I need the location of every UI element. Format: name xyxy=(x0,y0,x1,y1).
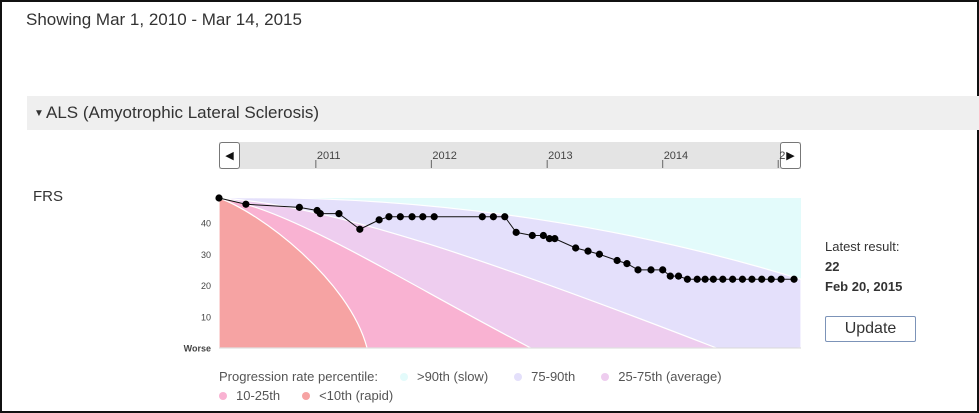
timeline-year-label: 2013 xyxy=(548,150,572,162)
data-point xyxy=(419,213,427,221)
latest-result-date: Feb 20, 2015 xyxy=(825,279,903,294)
data-point xyxy=(777,275,785,283)
collapse-triangle-icon[interactable]: ▼ xyxy=(34,108,44,119)
timeline-prev-button[interactable]: ◀ xyxy=(219,142,240,169)
timeline-axis: 2011 2012 2013 2014 2 xyxy=(315,150,785,168)
data-point xyxy=(647,266,655,274)
legend-item-slow: >90th (slow) xyxy=(399,369,489,384)
data-point xyxy=(545,235,554,243)
data-point xyxy=(729,275,737,283)
data-point xyxy=(683,275,691,283)
data-point xyxy=(634,266,642,274)
metric-label: FRS xyxy=(33,188,63,205)
legend-swatch xyxy=(399,372,408,381)
data-point xyxy=(595,250,604,258)
data-point xyxy=(748,275,756,283)
data-point xyxy=(719,275,727,283)
legend-label: 75-90th xyxy=(531,369,576,384)
data-point xyxy=(478,213,486,221)
data-point xyxy=(539,231,547,240)
latest-result-value: 22 xyxy=(825,259,840,274)
timeline-year-label: 2014 xyxy=(664,150,688,162)
data-point xyxy=(709,275,717,283)
data-point xyxy=(501,213,509,221)
y-tick-label: Worse xyxy=(184,344,211,354)
data-point xyxy=(572,244,580,252)
data-point xyxy=(408,213,416,221)
data-point xyxy=(623,260,631,268)
data-point xyxy=(295,203,303,211)
data-point xyxy=(674,272,683,280)
legend-item-10-25: 10-25th xyxy=(219,388,280,403)
legend-label: 10-25th xyxy=(236,388,281,403)
legend-title: Progression rate percentile: xyxy=(219,369,378,384)
data-point xyxy=(335,210,343,218)
latest-result-label: Latest result: xyxy=(825,239,900,254)
legend-item-average: 25-75th (average) xyxy=(601,369,722,384)
data-point xyxy=(767,275,775,283)
frs-chart: 2011 2012 2013 2014 2 40 30 20 10 Worse xyxy=(184,150,802,354)
data-point xyxy=(430,213,438,221)
y-tick-label: 40 xyxy=(201,219,211,229)
data-point xyxy=(528,231,536,240)
date-range-label: Showing Mar 1, 2010 - Mar 14, 2015 xyxy=(26,10,302,29)
data-point xyxy=(666,272,674,280)
legend-label: 25-75th (average) xyxy=(618,369,722,384)
section-title: ALS (Amyotrophic Lateral Sclerosis) xyxy=(46,103,320,122)
timeline-year-label: 2 xyxy=(779,150,785,162)
legend-label: >90th (slow) xyxy=(416,369,489,384)
timeline-year-label: 2011 xyxy=(317,150,341,162)
data-point xyxy=(584,247,592,255)
legend-swatch xyxy=(219,391,227,400)
data-point xyxy=(396,213,404,221)
arrow-left-icon: ◀ xyxy=(225,150,234,162)
y-axis: 40 30 20 10 Worse xyxy=(184,219,211,354)
legend-label: <10th (rapid) xyxy=(319,388,394,403)
update-button[interactable]: Update xyxy=(825,316,916,342)
data-point xyxy=(242,200,250,208)
data-point xyxy=(375,216,383,224)
y-tick-label: 30 xyxy=(201,250,211,260)
data-point xyxy=(613,256,621,265)
frs-series xyxy=(215,194,798,283)
timeline-year-label: 2012 xyxy=(432,150,456,162)
legend-swatch xyxy=(601,372,610,381)
data-point xyxy=(659,266,667,274)
timeline-next-button[interactable]: ▶ xyxy=(780,142,801,169)
data-point xyxy=(489,213,497,221)
data-point xyxy=(701,275,709,283)
y-tick-label: 10 xyxy=(201,312,211,322)
data-point xyxy=(693,275,701,283)
band-rapid xyxy=(218,197,368,349)
data-point xyxy=(758,275,766,283)
data-point xyxy=(738,275,747,283)
legend-swatch xyxy=(302,391,311,400)
section-header[interactable]: ▼ ALS (Amyotrophic Lateral Sclerosis) xyxy=(27,96,979,130)
data-point xyxy=(790,275,798,283)
data-point xyxy=(215,194,223,202)
data-point xyxy=(385,213,393,221)
legend-row-2: 10-25th <10th (rapid) xyxy=(219,388,393,403)
data-point xyxy=(316,210,324,218)
data-point xyxy=(512,228,520,236)
legend: Progression rate percentile: >90th (slow… xyxy=(219,369,722,384)
y-tick-label: 20 xyxy=(201,281,211,291)
legend-item-rapid: <10th (rapid) xyxy=(302,388,393,403)
percentile-bands xyxy=(218,197,802,349)
data-point xyxy=(551,235,559,243)
legend-swatch xyxy=(514,372,523,381)
data-point xyxy=(356,225,364,233)
legend-item-75-90: 75-90th xyxy=(514,369,575,384)
arrow-right-icon: ▶ xyxy=(786,150,795,162)
